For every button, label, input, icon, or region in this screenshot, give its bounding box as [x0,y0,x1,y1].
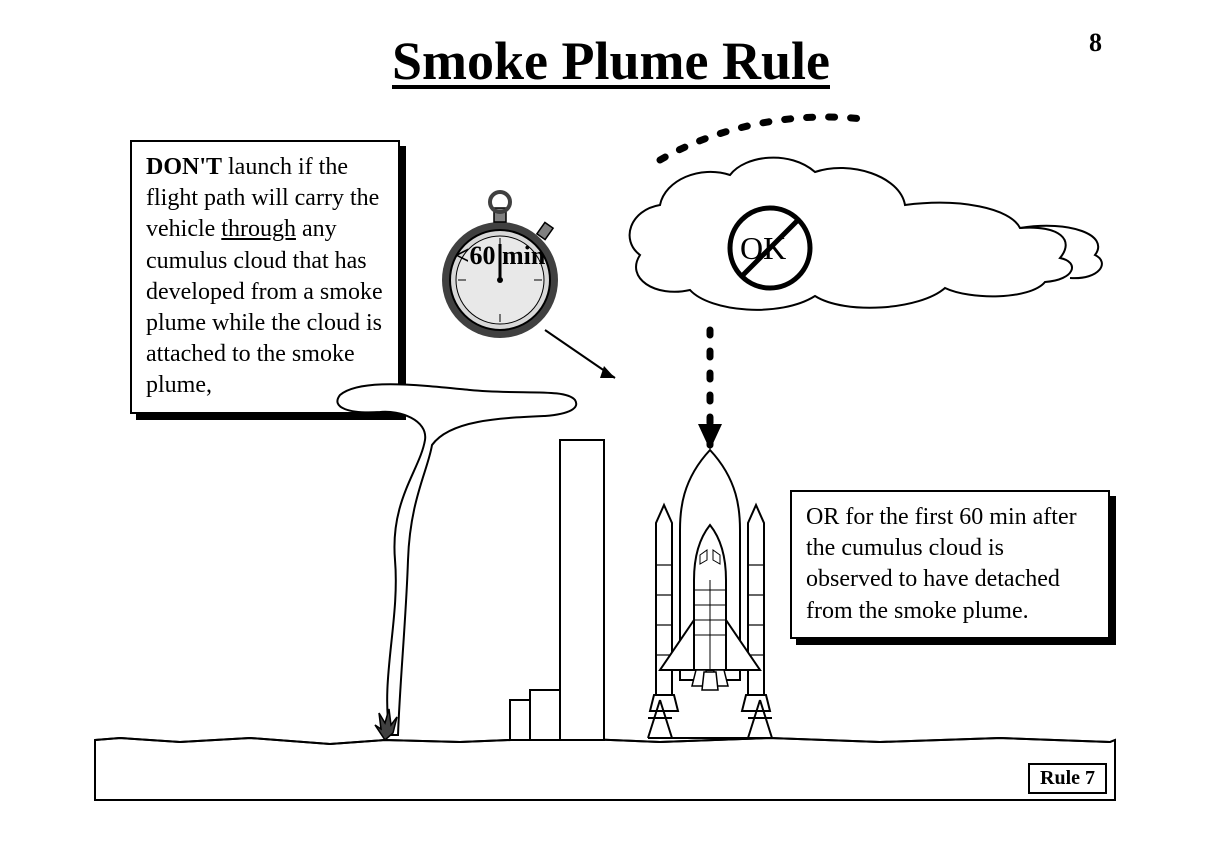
diagram-scene [0,0,1222,849]
stopwatch-label: <60 min [430,241,570,271]
smoke-plume [337,384,576,735]
launch-tower [510,440,604,740]
stopwatch: <60 min [430,185,570,345]
ground [95,738,1115,800]
rule-tag: Rule 7 [1028,763,1107,794]
ok-label: OK [740,230,786,267]
detached-cloud [630,158,1102,310]
shuttle-icon [648,450,772,738]
